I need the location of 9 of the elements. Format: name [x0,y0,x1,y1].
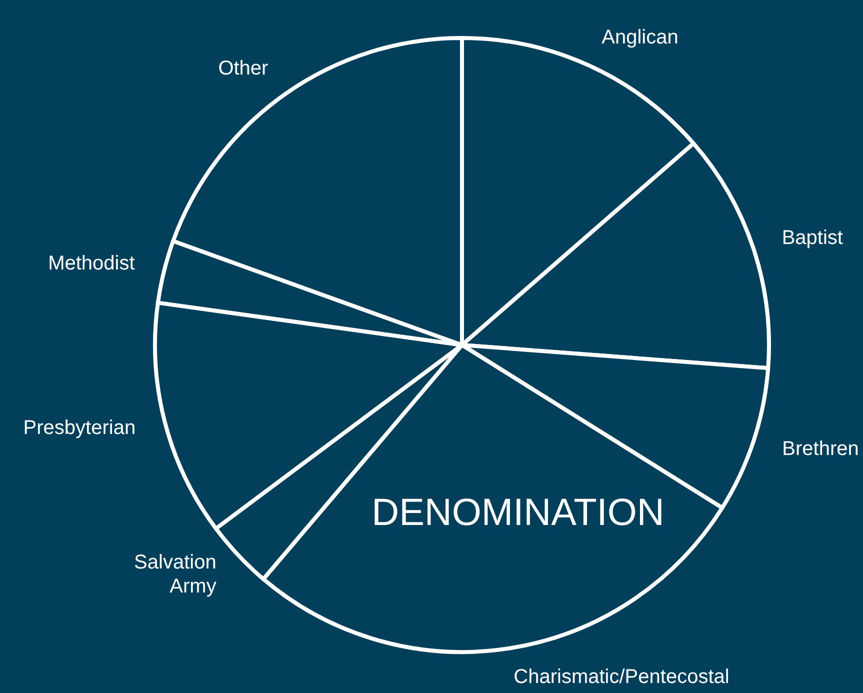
slice-label: Anglican [602,26,678,49]
text: DENOMINATION [372,492,664,534]
slice-label: Baptist [782,227,844,250]
slice-label: Presbyterian [23,417,136,440]
slice-label: Other [218,58,269,80]
slice-label: Charismatic/Pentecostal [514,666,730,688]
slice-label: Salvation Army [134,552,216,598]
slice-label: Methodist [48,252,136,275]
slice-label: Brethren [782,438,859,460]
